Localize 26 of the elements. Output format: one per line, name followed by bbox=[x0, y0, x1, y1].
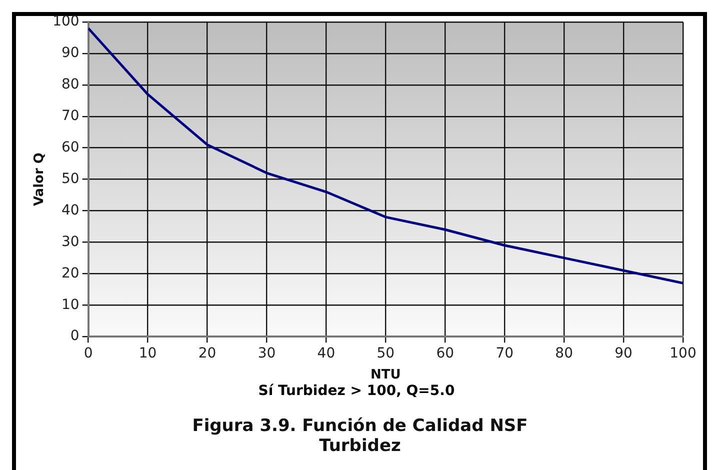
x-tick-label: 90 bbox=[614, 346, 632, 362]
x-tick-label: 80 bbox=[555, 346, 573, 362]
text: Figura 3.9. Función de Calidad NSF Turbidez bbox=[191, 416, 529, 456]
x-tick-label: 60 bbox=[436, 346, 454, 362]
x-tick-label: 70 bbox=[496, 346, 514, 362]
y-tick-label: 0 bbox=[70, 328, 80, 344]
x-tick-label: 30 bbox=[258, 346, 276, 362]
y-tick-label: 10 bbox=[61, 296, 80, 313]
y-tick-label: 40 bbox=[61, 202, 80, 218]
y-tick-label: 50 bbox=[61, 170, 80, 187]
x-tick-label: 0 bbox=[84, 346, 93, 362]
y-tick-label: 70 bbox=[61, 108, 80, 124]
y-tick-label: 80 bbox=[61, 76, 80, 93]
x-tick-label: 40 bbox=[317, 346, 336, 362]
y-tick-label: 100 bbox=[52, 14, 80, 30]
x-tick-label: 50 bbox=[376, 346, 395, 362]
y-tick-label: 60 bbox=[61, 139, 80, 156]
y-tick-label: 30 bbox=[61, 234, 80, 250]
x-tick-label: 20 bbox=[198, 346, 216, 362]
y-axis-title: Valor Q bbox=[32, 152, 48, 206]
text: Sí Turbidez > 100, Q=5.0 bbox=[257, 383, 456, 399]
y-tick-label: 90 bbox=[61, 45, 80, 62]
y-tick-label: 20 bbox=[61, 265, 80, 282]
x-tick-label: 10 bbox=[138, 346, 157, 362]
x-tick-label: 100 bbox=[670, 346, 696, 362]
x-axis-title: NTU bbox=[370, 368, 401, 383]
